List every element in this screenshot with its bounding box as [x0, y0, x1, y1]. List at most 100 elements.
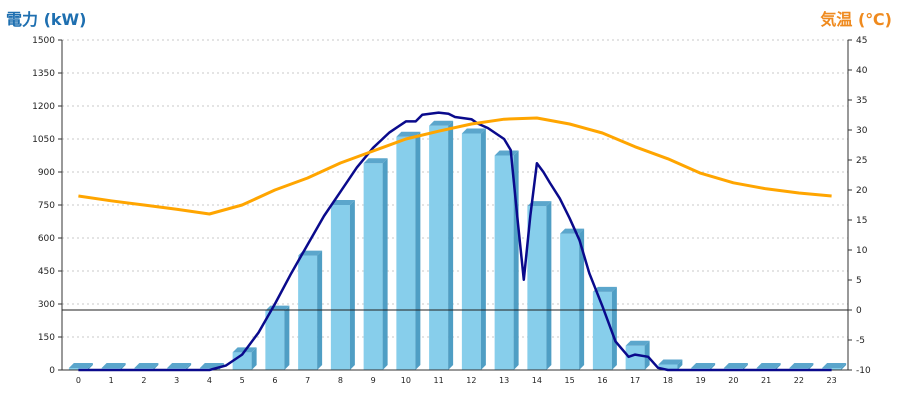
bar	[822, 363, 847, 370]
bar-top	[330, 200, 355, 205]
bar-side	[120, 363, 126, 370]
bar-face	[68, 368, 88, 370]
bar-top	[461, 128, 486, 134]
x-tick-label: 15	[565, 376, 575, 385]
x-tick-label: 14	[532, 376, 542, 385]
bar-side	[349, 200, 355, 370]
bar	[429, 120, 454, 370]
bar-side	[775, 363, 781, 370]
x-tick-label: 8	[338, 376, 343, 385]
bar-side	[677, 359, 683, 370]
bar-side	[611, 286, 617, 370]
bar	[68, 363, 93, 370]
bar-top	[429, 120, 454, 126]
x-tick-label: 20	[728, 376, 738, 385]
right-tick-label: -10	[856, 366, 871, 376]
bar-face	[330, 205, 350, 370]
right-tick-label: 15	[856, 216, 867, 226]
bar	[527, 201, 552, 370]
x-tick-label: 18	[663, 376, 673, 385]
bar-top	[68, 363, 93, 368]
bar-side	[579, 228, 585, 370]
x-tick-label: 10	[401, 376, 411, 385]
bar-face	[658, 364, 678, 370]
left-tick-label: 600	[38, 234, 55, 244]
bar-face	[822, 368, 842, 370]
bar-side	[742, 363, 748, 370]
right-tick-label: 25	[856, 156, 867, 166]
right-tick-label: 40	[856, 66, 868, 76]
bar-top	[723, 363, 748, 368]
x-tick-label: 4	[207, 376, 212, 385]
bar	[592, 286, 617, 370]
bar-face	[560, 233, 580, 370]
left-axis-title: 電力 (kW)	[6, 10, 87, 29]
x-tick-label: 6	[272, 376, 277, 385]
x-tick-label: 17	[630, 376, 640, 385]
left-tick-label: 1350	[32, 69, 55, 79]
x-tick-label: 1	[109, 376, 114, 385]
x-tick-label: 11	[434, 376, 444, 385]
left-tick-label: 1200	[32, 102, 55, 112]
bar-top	[592, 286, 617, 292]
bar-top	[494, 150, 519, 156]
bar-face	[461, 133, 481, 370]
bar-side	[808, 363, 814, 370]
bar	[625, 340, 650, 370]
x-tick-label: 16	[597, 376, 607, 385]
bar-side	[87, 363, 93, 370]
x-tick-label: 19	[696, 376, 706, 385]
bar-top	[658, 359, 683, 365]
right-tick-label: 10	[856, 246, 868, 256]
bar	[363, 158, 388, 370]
temperature-line	[78, 116, 832, 216]
bar-top	[822, 363, 847, 368]
bar-top	[167, 363, 192, 368]
right-tick-label: 20	[856, 186, 868, 196]
x-tick-label: 23	[827, 376, 837, 385]
right-tick-label: 45	[856, 36, 867, 46]
x-tick-label: 2	[141, 376, 146, 385]
bar	[658, 359, 683, 370]
x-tick-label: 3	[174, 376, 179, 385]
x-tick-label: 0	[76, 376, 81, 385]
bar-face	[592, 291, 612, 370]
left-tick-label: 150	[38, 333, 55, 343]
bar-face	[625, 345, 645, 370]
bar-side	[153, 363, 159, 370]
bar	[330, 200, 355, 370]
bar-face	[429, 125, 449, 370]
x-tick-label: 5	[240, 376, 245, 385]
right-tick-label: 5	[856, 276, 862, 286]
bar	[265, 305, 290, 370]
left-tick-label: 300	[38, 300, 55, 310]
bar-face	[527, 206, 547, 370]
left-tick-label: 900	[38, 168, 55, 178]
bar-face	[265, 310, 285, 370]
bar-top	[625, 340, 650, 346]
left-tick-label: 0	[49, 366, 55, 376]
bar-top	[789, 363, 814, 368]
x-tick-label: 21	[761, 376, 771, 385]
x-tick-label: 13	[499, 376, 509, 385]
bar-top	[560, 228, 585, 234]
bar-top	[756, 363, 781, 368]
bar-side	[284, 305, 290, 370]
bar-top	[527, 201, 552, 207]
x-tick-label: 22	[794, 376, 804, 385]
bar-side	[841, 363, 847, 370]
bar-top	[134, 363, 159, 368]
right-axis-title: 気温 (℃)	[820, 10, 892, 29]
bar	[494, 150, 519, 370]
bar-side	[251, 347, 257, 370]
bar-side	[415, 131, 421, 370]
bar	[461, 128, 486, 370]
bar-side	[710, 363, 716, 370]
left-tick-label: 450	[38, 267, 55, 277]
bar-top	[691, 363, 716, 368]
bar-side	[382, 158, 388, 370]
bar-side	[480, 128, 486, 370]
x-tick-label: 12	[466, 376, 476, 385]
